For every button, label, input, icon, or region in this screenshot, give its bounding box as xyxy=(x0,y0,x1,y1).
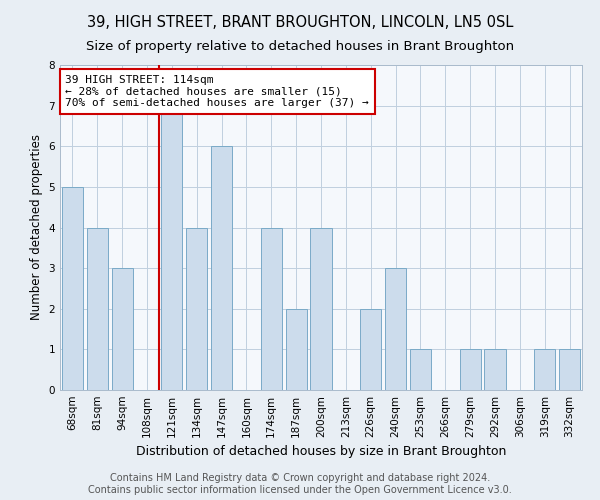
Bar xyxy=(161,106,182,390)
X-axis label: Distribution of detached houses by size in Brant Broughton: Distribution of detached houses by size … xyxy=(136,446,506,458)
Bar xyxy=(534,350,555,390)
Text: Size of property relative to detached houses in Brant Broughton: Size of property relative to detached ho… xyxy=(86,40,514,53)
Bar xyxy=(460,350,481,390)
Bar xyxy=(310,228,332,390)
Bar xyxy=(484,350,506,390)
Bar xyxy=(211,146,232,390)
Bar xyxy=(559,350,580,390)
Bar xyxy=(186,228,207,390)
Bar xyxy=(360,308,381,390)
Text: 39 HIGH STREET: 114sqm
← 28% of detached houses are smaller (15)
70% of semi-det: 39 HIGH STREET: 114sqm ← 28% of detached… xyxy=(65,74,369,108)
Bar xyxy=(112,268,133,390)
Bar xyxy=(62,187,83,390)
Text: 39, HIGH STREET, BRANT BROUGHTON, LINCOLN, LN5 0SL: 39, HIGH STREET, BRANT BROUGHTON, LINCOL… xyxy=(87,15,513,30)
Bar xyxy=(286,308,307,390)
Bar xyxy=(87,228,108,390)
Bar xyxy=(410,350,431,390)
Text: Contains HM Land Registry data © Crown copyright and database right 2024.
Contai: Contains HM Land Registry data © Crown c… xyxy=(88,474,512,495)
Y-axis label: Number of detached properties: Number of detached properties xyxy=(30,134,43,320)
Bar xyxy=(385,268,406,390)
Bar xyxy=(261,228,282,390)
